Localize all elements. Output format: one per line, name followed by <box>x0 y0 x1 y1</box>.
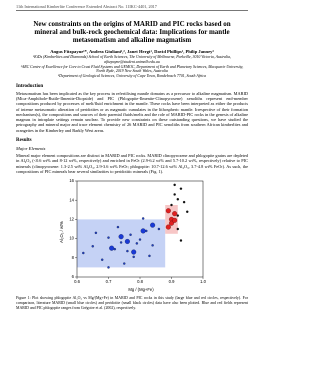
data-point <box>132 255 135 259</box>
data-point <box>157 227 161 231</box>
section-heading: Introduction <box>16 83 44 89</box>
data-point <box>179 187 183 191</box>
title: New constraints on the origins of MARID … <box>33 20 231 45</box>
x-tick-label: 1.0 <box>200 279 206 284</box>
data-point <box>168 220 174 226</box>
data-point <box>116 226 120 229</box>
x-axis-label: Mg / (Mg+Fe) <box>128 287 154 292</box>
section-heading: Results <box>16 138 32 143</box>
data-point <box>101 258 104 262</box>
affiliation: ¹KiDs (Kimberlites and Diamonds) School … <box>32 55 232 64</box>
y-tick-label: 10 <box>69 236 74 241</box>
affiliation: ³Department of Geological Sciences, Univ… <box>57 73 207 78</box>
authors: Angus Fitzpayne¹*, Andrea Giuliani¹,², J… <box>50 48 214 54</box>
affiliation: ²ARC Centre of Excellence for Core to Cr… <box>20 64 244 74</box>
data-point <box>135 242 139 245</box>
y-tick-label: 14 <box>69 197 74 202</box>
data-point <box>107 236 110 240</box>
data-point <box>179 239 183 242</box>
y-tick-label: 8 <box>72 255 75 260</box>
data-point <box>138 238 142 241</box>
figure-caption: Figure 1: Plot showing phlogopite Al₂O₃ … <box>16 296 248 310</box>
y-axis-label: Al₂O₃ / wt% <box>59 221 64 243</box>
data-point <box>165 224 171 230</box>
data-point <box>172 211 178 217</box>
data-point <box>150 222 156 228</box>
data-point <box>94 231 98 235</box>
x-tick-label: 0.9 <box>169 279 175 284</box>
data-point <box>129 233 132 237</box>
x-tick-label: 0.6 <box>74 279 80 284</box>
data-point <box>126 250 129 253</box>
data-point <box>186 210 189 214</box>
y-tick-label: 16 <box>69 178 74 183</box>
page: {"header": "11th International Kimberlit… <box>16 4 248 310</box>
data-point <box>173 183 176 187</box>
data-point <box>176 198 180 201</box>
data-point <box>176 227 180 231</box>
data-point <box>140 228 146 234</box>
data-point <box>151 244 154 247</box>
data-point <box>131 249 137 255</box>
data-point <box>182 201 186 204</box>
data-point <box>165 208 171 214</box>
subsection-heading: Major Elements <box>16 146 46 151</box>
document: 11th International Kimberlite Conference… <box>16 4 248 310</box>
data-point <box>173 193 176 196</box>
data-point <box>107 266 110 269</box>
y-tick-label: 12 <box>69 217 74 222</box>
x-tick-label: 0.7 <box>106 279 112 284</box>
running-header: 11th International Kimberlite Conference… <box>16 4 248 11</box>
figure: Al₂O₃ / wt% Mg / (Mg+Fe) 0.6 0.7 0.8 0.9 1.0… <box>59 178 206 292</box>
data-point <box>118 234 124 240</box>
data-point <box>176 214 180 217</box>
data-point <box>124 239 130 245</box>
paragraph: Metasomatism has been implicated as the … <box>16 90 248 133</box>
data-point <box>170 203 173 207</box>
data-point <box>123 262 126 265</box>
paragraph: Mineral major element compositions are d… <box>16 153 248 174</box>
data-point <box>119 241 123 244</box>
x-tick-label: 0.8 <box>137 279 143 284</box>
data-point <box>109 245 115 251</box>
data-point <box>148 254 151 258</box>
data-point <box>91 245 94 248</box>
y-tick-label: 6 <box>72 274 75 279</box>
data-point <box>82 251 85 255</box>
data-point <box>172 218 178 224</box>
data-point <box>141 217 145 220</box>
